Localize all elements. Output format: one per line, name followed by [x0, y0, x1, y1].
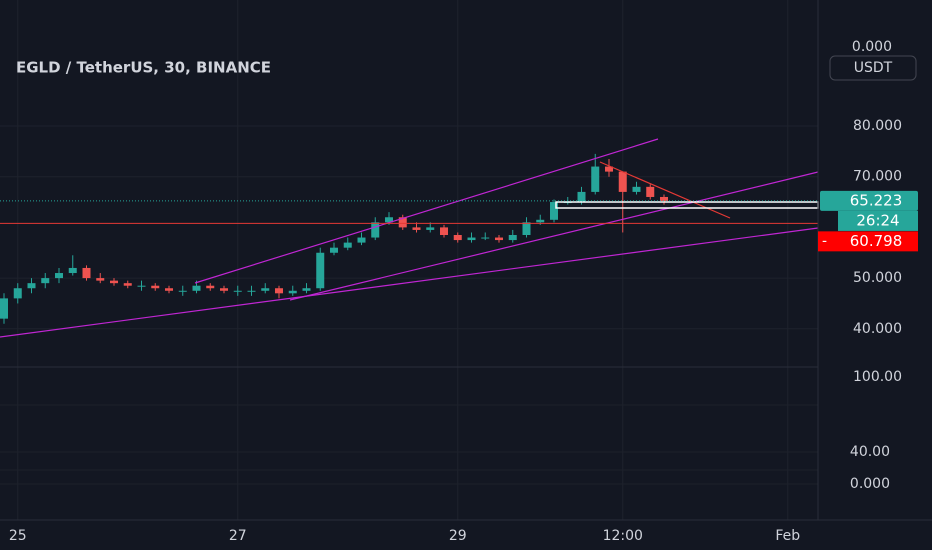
candle-body [371, 222, 380, 238]
candle-body [137, 285, 146, 287]
grid [0, 0, 818, 520]
candle-body [618, 171, 627, 192]
candle-body [467, 237, 476, 241]
candle-body [481, 237, 490, 239]
candle-body [178, 290, 187, 292]
candle-body [385, 217, 393, 223]
candle-body [412, 227, 421, 230]
alert-marker: - [822, 233, 827, 249]
alert-label: 60.798 [850, 232, 903, 250]
candle-body [453, 235, 462, 241]
candle-body [660, 196, 668, 201]
candle-body [302, 288, 311, 291]
candle-body [247, 290, 256, 292]
x-tick-label: 29 [449, 528, 467, 544]
candle-body [110, 280, 118, 284]
candle-body [357, 237, 366, 243]
candle-body [330, 247, 338, 253]
alert-box [818, 231, 918, 252]
candle-body [646, 186, 655, 197]
candle-body [440, 227, 448, 236]
candle-body [577, 191, 586, 203]
extra-axis-label: 100.00 [853, 369, 902, 385]
candle-body [27, 283, 36, 289]
candle-body [13, 288, 22, 299]
candle-body [96, 278, 105, 281]
candle-body [522, 222, 531, 236]
trend-line [0, 227, 819, 338]
candles [0, 153, 668, 324]
candle-body [275, 288, 283, 294]
last-price-label: 65.223 [850, 191, 903, 209]
candle-body [288, 290, 297, 294]
y-tick-label: 40.000 [853, 321, 902, 337]
candle-body [632, 186, 641, 192]
countdown-label: 26:24 [856, 211, 899, 229]
y-tick-label: 50.000 [853, 270, 902, 286]
candle-body [536, 219, 545, 223]
candle-body [426, 227, 435, 230]
candle-body [233, 290, 242, 292]
countdown-box [838, 210, 918, 231]
candle-body [261, 288, 270, 291]
currency-label[interactable]: USDT [854, 60, 893, 76]
candle-body [41, 278, 50, 284]
extra-axis-label: 0.000 [852, 39, 892, 55]
x-tick-label: Feb [775, 528, 800, 544]
candle-body [508, 235, 517, 241]
candle-body [316, 252, 325, 289]
overlay [0, 200, 818, 224]
trend-line [289, 171, 819, 301]
symbol-title: EGLD / TetherUS, 30, BINANCE [16, 59, 271, 77]
extra-axis-label: 40.00 [850, 444, 890, 460]
x-tick-label: 12:00 [603, 528, 643, 544]
candle-body [68, 267, 77, 274]
candle-body [206, 285, 215, 289]
candle-body [605, 166, 613, 172]
last-price-box [820, 190, 918, 211]
candle-body [123, 283, 132, 286]
candle-body [343, 242, 352, 248]
candle-body [55, 273, 63, 279]
x-tick-label: 25 [9, 528, 27, 544]
candle-body [0, 298, 8, 319]
candle-body [82, 267, 91, 279]
y-tick-label: 80.000 [853, 118, 902, 134]
candle-body [550, 202, 558, 220]
trend-line [194, 138, 659, 284]
candle-body [192, 285, 201, 291]
candle-body [495, 237, 503, 241]
y-tick-label: 70.000 [853, 169, 902, 185]
candle-body [398, 217, 407, 228]
candle-body [165, 288, 173, 291]
x-tick-label: 27 [229, 528, 247, 544]
candle-body [591, 166, 600, 192]
candle-body [151, 285, 160, 289]
currency-button[interactable] [829, 55, 917, 81]
extra-axis-label: 0.000 [850, 476, 890, 492]
candle-body [220, 288, 228, 291]
